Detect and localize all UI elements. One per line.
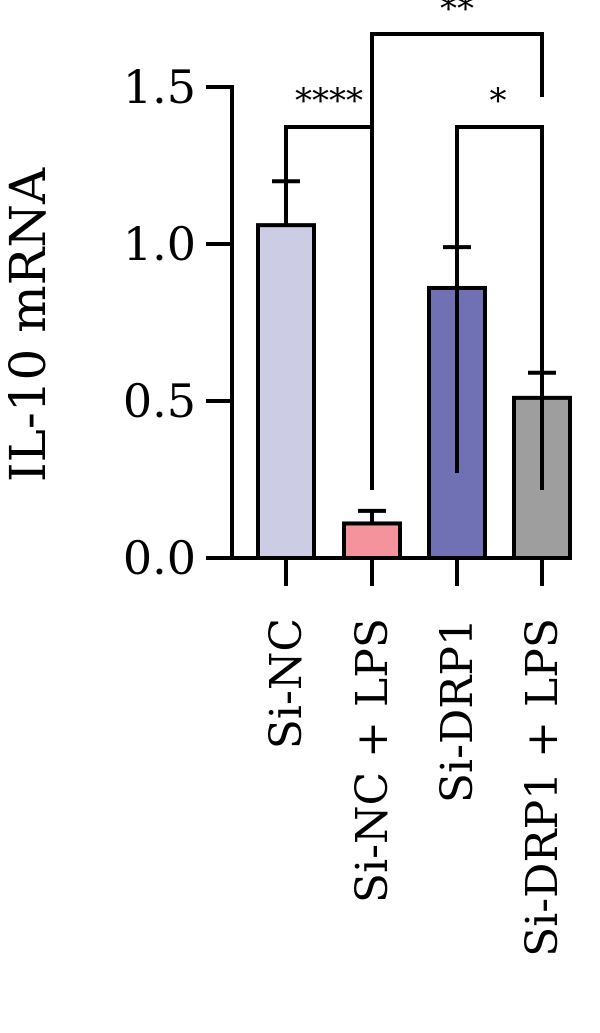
category-label: Si-NC + LPS	[347, 618, 398, 903]
bar	[256, 223, 316, 560]
bar	[342, 521, 402, 561]
y-tick-label: 0.5	[123, 374, 196, 428]
x-axis	[230, 556, 572, 586]
category-label: Si-NC	[261, 618, 312, 749]
significance-label: ****	[295, 81, 363, 121]
significance-label: *	[490, 81, 507, 121]
significance-brackets: **** ***	[284, 0, 544, 490]
category-label: Si-DRP1 + LPS	[517, 618, 568, 957]
y-axis-title: IL-10 mRNA	[0, 167, 57, 482]
y-tick-label: 0.0	[123, 531, 196, 585]
category-label: Si-DRP1	[432, 618, 483, 803]
y-tick-label: 1.5	[123, 60, 196, 114]
significance-label: **	[440, 0, 474, 29]
category-labels: Si-NC Si-NC + LPS Si-DRP1 Si-DRP1 + LPS	[261, 618, 568, 957]
significance-bracket	[370, 32, 544, 490]
significance-bracket	[455, 125, 544, 490]
y-axis: 0.0 0.5 1.0 1.5	[123, 60, 234, 585]
y-tick-label: 1.0	[123, 217, 196, 271]
bars	[256, 223, 572, 561]
